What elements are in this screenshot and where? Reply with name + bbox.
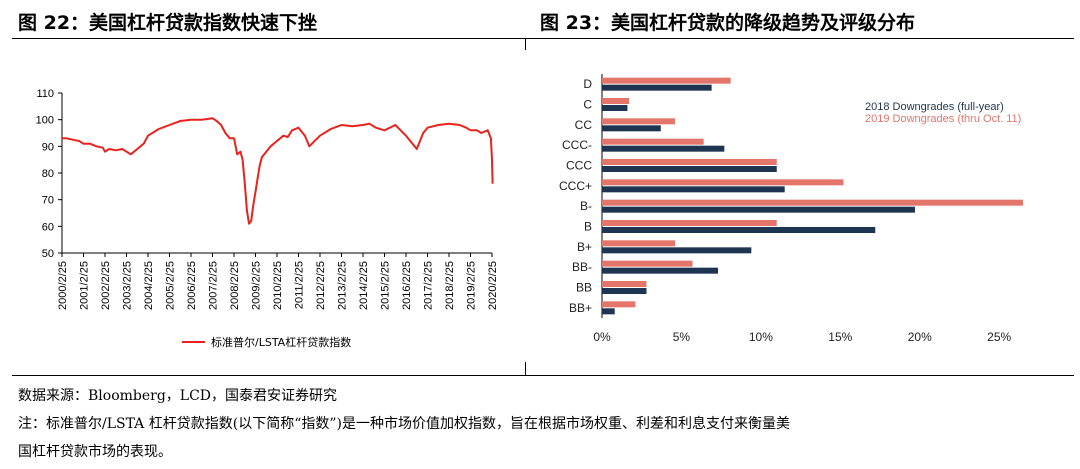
x-tick-label: 2001/2/25 bbox=[79, 261, 91, 310]
x-tick-label: 2010/2/25 bbox=[272, 261, 284, 310]
x-tick-label: 2015/2/25 bbox=[380, 261, 392, 310]
legend-label-index: 标准普尔/LSTA杠杆贷款指数 bbox=[211, 335, 351, 349]
bar-2018 bbox=[602, 247, 752, 254]
x-tick-label: 2009/2/25 bbox=[251, 261, 263, 310]
bar-2019 bbox=[602, 138, 704, 145]
x-tick-label: 15% bbox=[828, 330, 852, 344]
category-label: CCC- bbox=[562, 138, 592, 152]
category-label: B bbox=[584, 220, 592, 234]
category-label: BB+ bbox=[569, 301, 592, 315]
bar-2019 bbox=[602, 159, 777, 165]
x-tick-label: 2018/2/25 bbox=[444, 261, 456, 310]
bar-2019 bbox=[602, 77, 731, 84]
right-chart-title: 图 23：美国杠杆贷款的降级趋势及评级分布 bbox=[540, 12, 916, 34]
y-tick-label: 70 bbox=[42, 195, 54, 207]
x-tick-label: 2000/2/25 bbox=[57, 261, 69, 310]
bar-2019 bbox=[602, 220, 777, 226]
left-chart-title: 图 22：美国杠杆贷款指数快速下挫 bbox=[18, 12, 318, 34]
x-tick-label: 2017/2/25 bbox=[423, 261, 435, 310]
x-tick-label: 2014/2/25 bbox=[358, 261, 370, 310]
panel-divider-bottom bbox=[525, 362, 526, 376]
right-chart-legend: 2018 Downgrades (full-year)2019 Downgrad… bbox=[865, 101, 1021, 125]
y-tick-label: 100 bbox=[36, 115, 54, 127]
bar-2018 bbox=[602, 267, 718, 274]
category-label: B- bbox=[580, 199, 592, 213]
x-tick-label: 2012/2/25 bbox=[315, 261, 327, 310]
category-label: B+ bbox=[577, 240, 592, 254]
bar-2019 bbox=[602, 199, 1023, 206]
bar-2018 bbox=[602, 227, 876, 233]
bar-2018 bbox=[602, 105, 628, 111]
bar-2018 bbox=[602, 125, 661, 132]
x-tick-label: 10% bbox=[749, 330, 773, 344]
y-tick-label: 110 bbox=[36, 88, 54, 100]
legend-label: 2018 Downgrades (full-year) bbox=[865, 101, 1004, 113]
x-tick-label: 25% bbox=[987, 330, 1011, 344]
bar-2018 bbox=[602, 166, 777, 172]
x-tick-label: 2006/2/25 bbox=[186, 261, 198, 310]
x-tick-label: 2002/2/25 bbox=[100, 261, 112, 310]
panel-divider-top bbox=[525, 38, 526, 50]
bar-2019 bbox=[602, 281, 647, 287]
x-tick-label: 2013/2/25 bbox=[337, 261, 349, 310]
x-tick-label: 2008/2/25 bbox=[229, 261, 241, 310]
series-line-index bbox=[62, 117, 494, 225]
category-label: BB- bbox=[572, 260, 592, 274]
x-tick-label: 2007/2/25 bbox=[208, 261, 220, 310]
bar-2019 bbox=[602, 260, 693, 267]
y-tick-label: 50 bbox=[42, 248, 54, 260]
bar-2018 bbox=[602, 84, 712, 91]
category-label: D bbox=[583, 77, 592, 91]
bar-2018 bbox=[602, 308, 615, 315]
header-rule bbox=[12, 38, 1074, 39]
bar-2018 bbox=[602, 288, 647, 294]
y-tick-label: 80 bbox=[42, 168, 54, 180]
x-tick-label: 0% bbox=[593, 330, 611, 344]
x-tick-label: 2019/2/25 bbox=[466, 261, 478, 310]
bar-2019 bbox=[602, 98, 630, 104]
category-label: C bbox=[583, 98, 592, 112]
x-tick-label: 5% bbox=[673, 330, 691, 344]
bar-2018 bbox=[602, 206, 915, 213]
left-chart-legend: 标准普尔/LSTA杠杆贷款指数 bbox=[182, 335, 351, 349]
x-tick-label: 2005/2/25 bbox=[165, 261, 177, 310]
x-tick-label: 2004/2/25 bbox=[143, 261, 155, 310]
note-text-line-2: 国杠杆贷款市场的表现。 bbox=[18, 444, 172, 460]
x-tick-label: 2011/2/25 bbox=[294, 261, 306, 309]
x-tick-label: 2016/2/25 bbox=[401, 261, 413, 310]
bar-2019 bbox=[602, 240, 676, 247]
y-tick-label: 60 bbox=[42, 221, 54, 233]
bar-2019 bbox=[602, 179, 844, 186]
bar-2018 bbox=[602, 186, 785, 193]
x-tick-label: 20% bbox=[908, 330, 932, 344]
bar-2019 bbox=[602, 118, 676, 125]
bar-2019 bbox=[602, 301, 636, 308]
legend-label: 2019 Downgrades (thru Oct. 11) bbox=[865, 113, 1021, 125]
footer-rule bbox=[12, 375, 1074, 376]
x-tick-label: 2020/2/25 bbox=[487, 261, 499, 310]
bar-2018 bbox=[602, 145, 725, 152]
x-tick-label: 2003/2/25 bbox=[122, 261, 134, 310]
category-label: CCC bbox=[566, 159, 592, 173]
source-text: 数据来源：Bloomberg，LCD，国泰君安证券研究 bbox=[18, 388, 338, 404]
category-label: BB bbox=[576, 281, 592, 295]
category-label: CCC+ bbox=[559, 179, 592, 193]
y-tick-label: 90 bbox=[42, 141, 54, 153]
note-text-line-1: 注：标准普尔/LSTA 杠杆贷款指数(以下简称“指数”)是一种市场价值加权指数，… bbox=[18, 416, 790, 432]
category-label: CC bbox=[575, 118, 593, 132]
